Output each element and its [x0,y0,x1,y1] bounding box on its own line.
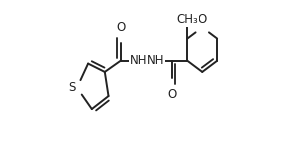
Text: CH₃: CH₃ [176,13,198,26]
Text: S: S [69,81,76,94]
Text: NH: NH [147,54,164,67]
Text: NH: NH [129,54,147,67]
Text: O: O [116,21,125,34]
Text: O: O [167,88,176,101]
Text: O: O [198,13,207,26]
